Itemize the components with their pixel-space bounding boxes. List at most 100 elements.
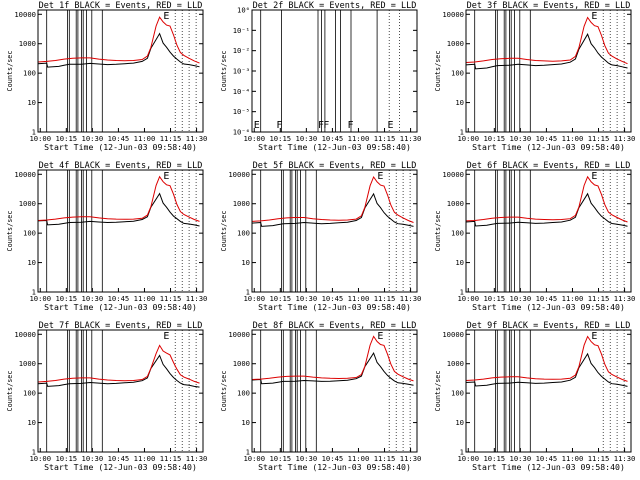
- y-tick-label: 10: [27, 258, 36, 267]
- y-tick-label: 1000: [19, 199, 36, 208]
- chart-det-9f: Det 9f BLACK = Events, RED = LLD 1 10 100 10…: [434, 321, 635, 472]
- x-tick-label: 10:15: [269, 134, 291, 143]
- x-tick-label: 11:00: [348, 294, 370, 303]
- x-tick-label: 10:15: [483, 134, 505, 143]
- y-tick-label: 10000: [14, 10, 36, 19]
- flag-marker: E: [163, 11, 169, 22]
- y-tick-label: 100: [451, 389, 464, 398]
- y-tick-label: 10000: [14, 170, 36, 179]
- chart-title: Det 8f BLACK = Events, RED = LLD: [253, 321, 417, 331]
- y-tick-label: 10000: [228, 170, 250, 179]
- x-tick-label: 10:45: [536, 294, 558, 303]
- chart-det-6f: Det 6f BLACK = Events, RED = LLD 1 10 100 10…: [434, 161, 635, 312]
- x-axis-label: Start Time (12-Jun-03 09:58:40): [472, 462, 625, 472]
- x-tick-label: 10:30: [510, 134, 532, 143]
- x-tick-label: 10:45: [108, 454, 130, 463]
- y-axis-label: Counts/sec: [6, 211, 14, 252]
- x-tick-label: 11:00: [348, 454, 370, 463]
- x-tick-label: 11:15: [160, 294, 182, 303]
- y-tick-label: 10000: [442, 10, 464, 19]
- chart-det-3f: Det 3f BLACK = Events, RED = LLD 1 10 100 10…: [434, 1, 635, 152]
- series-line-lld: [251, 335, 414, 382]
- chart-title: Det 2f BLACK = Events, RED = LLD: [253, 1, 417, 11]
- x-tick-label: 11:00: [134, 134, 156, 143]
- x-axis-label: Start Time (12-Jun-03 09:58:40): [258, 302, 411, 312]
- x-tick-label: 10:15: [483, 454, 505, 463]
- x-tick-label: 10:00: [243, 294, 265, 303]
- x-axis-label: Start Time (12-Jun-03 09:58:40): [44, 462, 197, 472]
- y-tick-label: 10: [27, 418, 36, 427]
- x-tick-label: 11:00: [562, 294, 584, 303]
- x-tick-label: 10:15: [55, 294, 77, 303]
- series-line-lld: [251, 175, 414, 223]
- y-tick-label: 10: [241, 258, 250, 267]
- y-axis-label: Counts/sec: [6, 371, 14, 412]
- x-tick-label: 10:45: [322, 294, 344, 303]
- flag-marker: E: [591, 171, 597, 182]
- y-axis-label: Counts/sec: [220, 371, 228, 412]
- x-tick-label: 10:00: [457, 134, 479, 143]
- x-tick-label: 11:15: [374, 294, 396, 303]
- series-line-events: [37, 192, 200, 227]
- series-line-lld: [37, 16, 200, 64]
- chart-det-4f: Det 4f BLACK = Events, RED = LLD 1 10 100 10…: [6, 161, 207, 312]
- flag-marker: E: [377, 171, 383, 182]
- y-tick-label: 100: [237, 229, 250, 238]
- series-line-lld: [465, 335, 628, 382]
- x-tick-label: 10:00: [243, 134, 265, 143]
- flag-marker: F: [348, 120, 354, 131]
- x-axis-label: Start Time (12-Jun-03 09:58:40): [258, 142, 411, 152]
- chart-title: Det 5f BLACK = Events, RED = LLD: [253, 161, 417, 171]
- flag-marker: E: [254, 120, 260, 131]
- flag-marker: E: [163, 331, 169, 342]
- y-tick-label: 100: [451, 69, 464, 78]
- y-tick-label: 100: [23, 229, 36, 238]
- x-tick-label: 11:30: [614, 294, 636, 303]
- x-tick-label: 10:45: [108, 294, 130, 303]
- x-axis-label: Start Time (12-Jun-03 09:58:40): [44, 302, 197, 312]
- y-tick-label: 10⁻³: [233, 67, 250, 76]
- chart-title: Det 7f BLACK = Events, RED = LLD: [39, 321, 203, 331]
- x-tick-label: 10:00: [29, 134, 51, 143]
- x-tick-label: 11:30: [400, 294, 422, 303]
- x-tick-label: 10:00: [457, 454, 479, 463]
- y-tick-label: 10⁻¹: [233, 26, 250, 35]
- chart-title: Det 4f BLACK = Events, RED = LLD: [39, 161, 203, 171]
- y-tick-label: 1000: [233, 199, 250, 208]
- x-tick-label: 11:15: [588, 134, 610, 143]
- plot-frame: [37, 329, 204, 453]
- y-tick-label: 10: [241, 418, 250, 427]
- x-tick-label: 10:15: [55, 454, 77, 463]
- x-tick-label: 11:30: [186, 134, 208, 143]
- flag-marker: F: [323, 120, 329, 131]
- y-tick-label: 1: [460, 448, 464, 457]
- y-tick-label: 1000: [19, 39, 36, 48]
- y-axis-label: Counts/sec: [434, 371, 442, 412]
- plot-frame: [251, 169, 418, 293]
- series-line-events: [37, 354, 200, 388]
- y-tick-label: 10000: [442, 170, 464, 179]
- series-line-events: [251, 351, 414, 386]
- y-axis-label: Counts/sec: [434, 211, 442, 252]
- chart-title: Det 1f BLACK = Events, RED = LLD: [39, 1, 203, 11]
- x-tick-label: 11:00: [134, 294, 156, 303]
- flag-marker: E: [591, 11, 597, 22]
- x-tick-label: 10:30: [296, 294, 318, 303]
- series-line-lld: [465, 175, 628, 223]
- flag-marker: F: [318, 120, 324, 131]
- x-tick-label: 10:30: [82, 134, 104, 143]
- x-tick-label: 10:45: [322, 454, 344, 463]
- x-axis-label: Start Time (12-Jun-03 09:58:40): [44, 142, 197, 152]
- y-tick-label: 1000: [233, 359, 250, 368]
- plot-frame: [37, 169, 204, 293]
- x-tick-label: 10:30: [296, 134, 318, 143]
- chart-title: Det 9f BLACK = Events, RED = LLD: [467, 321, 631, 331]
- y-tick-label: 100: [451, 229, 464, 238]
- y-tick-label: 100: [23, 69, 36, 78]
- x-tick-label: 10:45: [536, 134, 558, 143]
- plot-frame: [465, 169, 632, 293]
- y-tick-label: 10000: [228, 330, 250, 339]
- x-tick-label: 10:30: [82, 294, 104, 303]
- x-axis-label: Start Time (12-Jun-03 09:58:40): [472, 302, 625, 312]
